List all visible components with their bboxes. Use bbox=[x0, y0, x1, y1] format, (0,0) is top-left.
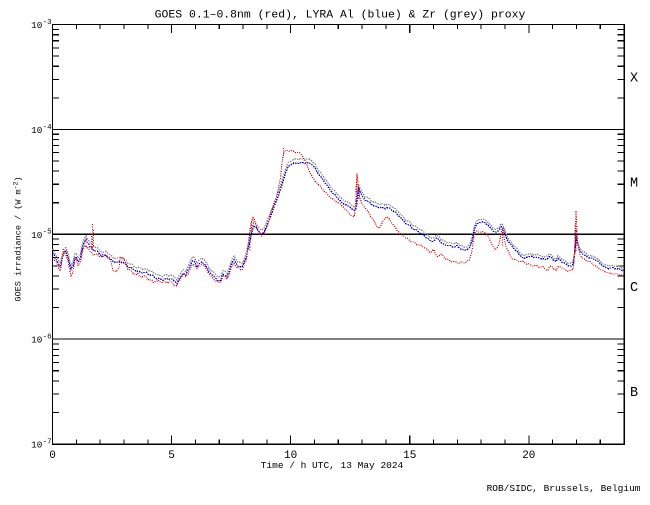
svg-text:M: M bbox=[630, 176, 638, 191]
svg-text:10: 10 bbox=[31, 125, 42, 136]
svg-text:20: 20 bbox=[522, 450, 535, 462]
svg-text:Time / h UTC, 13 May 2024: Time / h UTC, 13 May 2024 bbox=[261, 460, 404, 471]
svg-text:10: 10 bbox=[31, 230, 42, 241]
svg-text:15: 15 bbox=[403, 450, 416, 462]
svg-text:X: X bbox=[630, 71, 638, 86]
svg-text:5: 5 bbox=[168, 450, 175, 462]
svg-text:-5: -5 bbox=[43, 229, 53, 237]
svg-text:B: B bbox=[630, 386, 638, 401]
svg-text:GOES irradiance / (W m-2): GOES irradiance / (W m-2) bbox=[13, 176, 24, 301]
svg-text:10: 10 bbox=[31, 335, 42, 346]
svg-text:-7: -7 bbox=[43, 438, 52, 446]
svg-text:GOES 0.1–0.8nm (red), LYRA Al: GOES 0.1–0.8nm (red), LYRA Al (blue) & Z… bbox=[155, 9, 526, 22]
svg-text:ROB/SIDC, Brussels, Belgium: ROB/SIDC, Brussels, Belgium bbox=[487, 483, 641, 494]
svg-text:10: 10 bbox=[31, 440, 42, 451]
svg-text:10: 10 bbox=[284, 450, 297, 462]
svg-text:0: 0 bbox=[49, 450, 56, 462]
svg-text:10: 10 bbox=[31, 20, 42, 31]
svg-text:-6: -6 bbox=[43, 334, 53, 342]
svg-text:-4: -4 bbox=[43, 124, 53, 132]
svg-text:C: C bbox=[630, 281, 638, 296]
svg-text:-3: -3 bbox=[43, 19, 53, 27]
